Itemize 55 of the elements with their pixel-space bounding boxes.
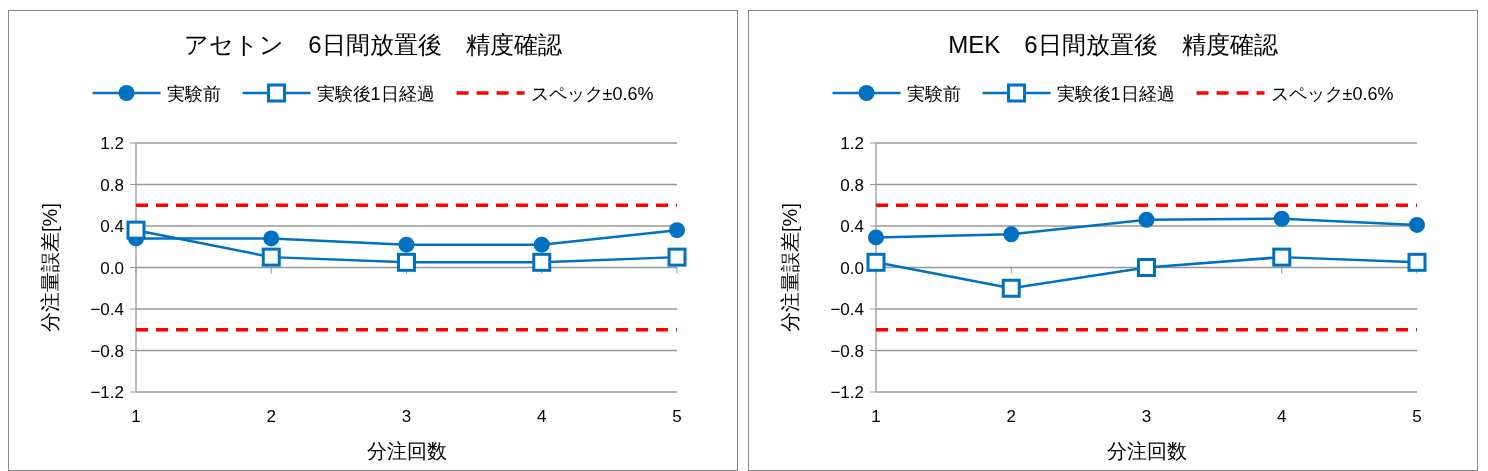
- x-tick-label: 3: [401, 407, 412, 426]
- y-tick-label: 0.4: [840, 217, 864, 236]
- point: [1138, 211, 1155, 228]
- x-tick-label: 5: [672, 407, 682, 426]
- x-tick-label: 1: [871, 407, 881, 426]
- legend-label: 実験後1日経過: [316, 84, 435, 104]
- point: [532, 252, 552, 272]
- point: [667, 247, 687, 267]
- y-tick-label: 0.0: [840, 258, 864, 278]
- point: [866, 252, 886, 272]
- point: [261, 247, 281, 267]
- x-tick-label: 3: [1141, 407, 1152, 426]
- point: [126, 220, 146, 240]
- legend-label: 実験前: [166, 84, 221, 104]
- point: [398, 236, 415, 253]
- x-tick-label: 4: [1277, 407, 1287, 426]
- x-tick-label: 2: [1006, 407, 1016, 426]
- point: [1407, 252, 1427, 272]
- y-tick-label: −0.8: [90, 341, 124, 361]
- x-tick-label: 2: [266, 407, 276, 426]
- x-tick-label: 4: [537, 407, 547, 426]
- y-axis-title: 分注量誤差[%]: [39, 203, 61, 332]
- y-tick-label: 0.4: [100, 217, 124, 236]
- x-tick-label: 1: [131, 407, 141, 426]
- legend-label: 実験前: [906, 84, 961, 104]
- chart-title: アセトン 6日間放置後 精度確認: [184, 31, 562, 58]
- y-tick-label: 0.8: [100, 175, 124, 195]
- point: [1272, 247, 1292, 267]
- point: [669, 222, 685, 239]
- y-tick-label: −1.2: [830, 383, 864, 402]
- legend-label: スペック±0.6%: [1270, 84, 1394, 104]
- point: [1001, 278, 1021, 298]
- point: [1273, 210, 1290, 227]
- point: [1409, 216, 1425, 233]
- chart-title: MEK 6日間放置後 精度確認: [948, 31, 1278, 58]
- point: [1003, 226, 1020, 243]
- y-tick-label: 1.2: [100, 134, 124, 153]
- y-axis-title: 分注量誤差[%]: [779, 203, 801, 332]
- y-tick-label: −1.2: [90, 383, 124, 402]
- y-tick-label: −0.4: [830, 300, 864, 319]
- y-tick-label: −0.4: [90, 300, 124, 319]
- point: [868, 229, 884, 246]
- point: [397, 252, 416, 272]
- legend-label: 実験後1日経過: [1056, 84, 1175, 104]
- y-tick-label: −0.8: [830, 341, 864, 361]
- x-tick-label: 5: [1412, 407, 1422, 426]
- x-axis-title: 分注回数: [366, 440, 447, 462]
- point: [263, 230, 280, 247]
- y-tick-label: 1.2: [840, 134, 864, 153]
- point: [533, 236, 550, 253]
- x-axis-title: 分注回数: [1106, 440, 1187, 462]
- y-tick-label: 0.0: [100, 258, 124, 278]
- point: [1137, 258, 1156, 277]
- y-tick-label: 0.8: [840, 175, 864, 195]
- legend-label: スペック±0.6%: [530, 84, 654, 104]
